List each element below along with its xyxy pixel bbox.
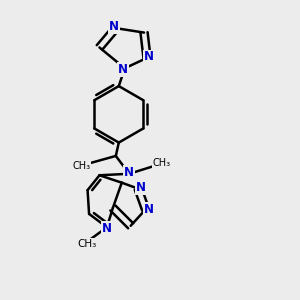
- Text: N: N: [124, 166, 134, 179]
- Text: N: N: [143, 203, 154, 216]
- Text: N: N: [136, 181, 146, 194]
- Text: N: N: [144, 50, 154, 64]
- Text: CH₃: CH₃: [153, 158, 171, 168]
- Text: N: N: [102, 222, 112, 235]
- Text: N: N: [118, 63, 128, 76]
- Text: CH₃: CH₃: [73, 161, 91, 171]
- Text: N: N: [109, 20, 119, 33]
- Text: CH₃: CH₃: [77, 238, 97, 249]
